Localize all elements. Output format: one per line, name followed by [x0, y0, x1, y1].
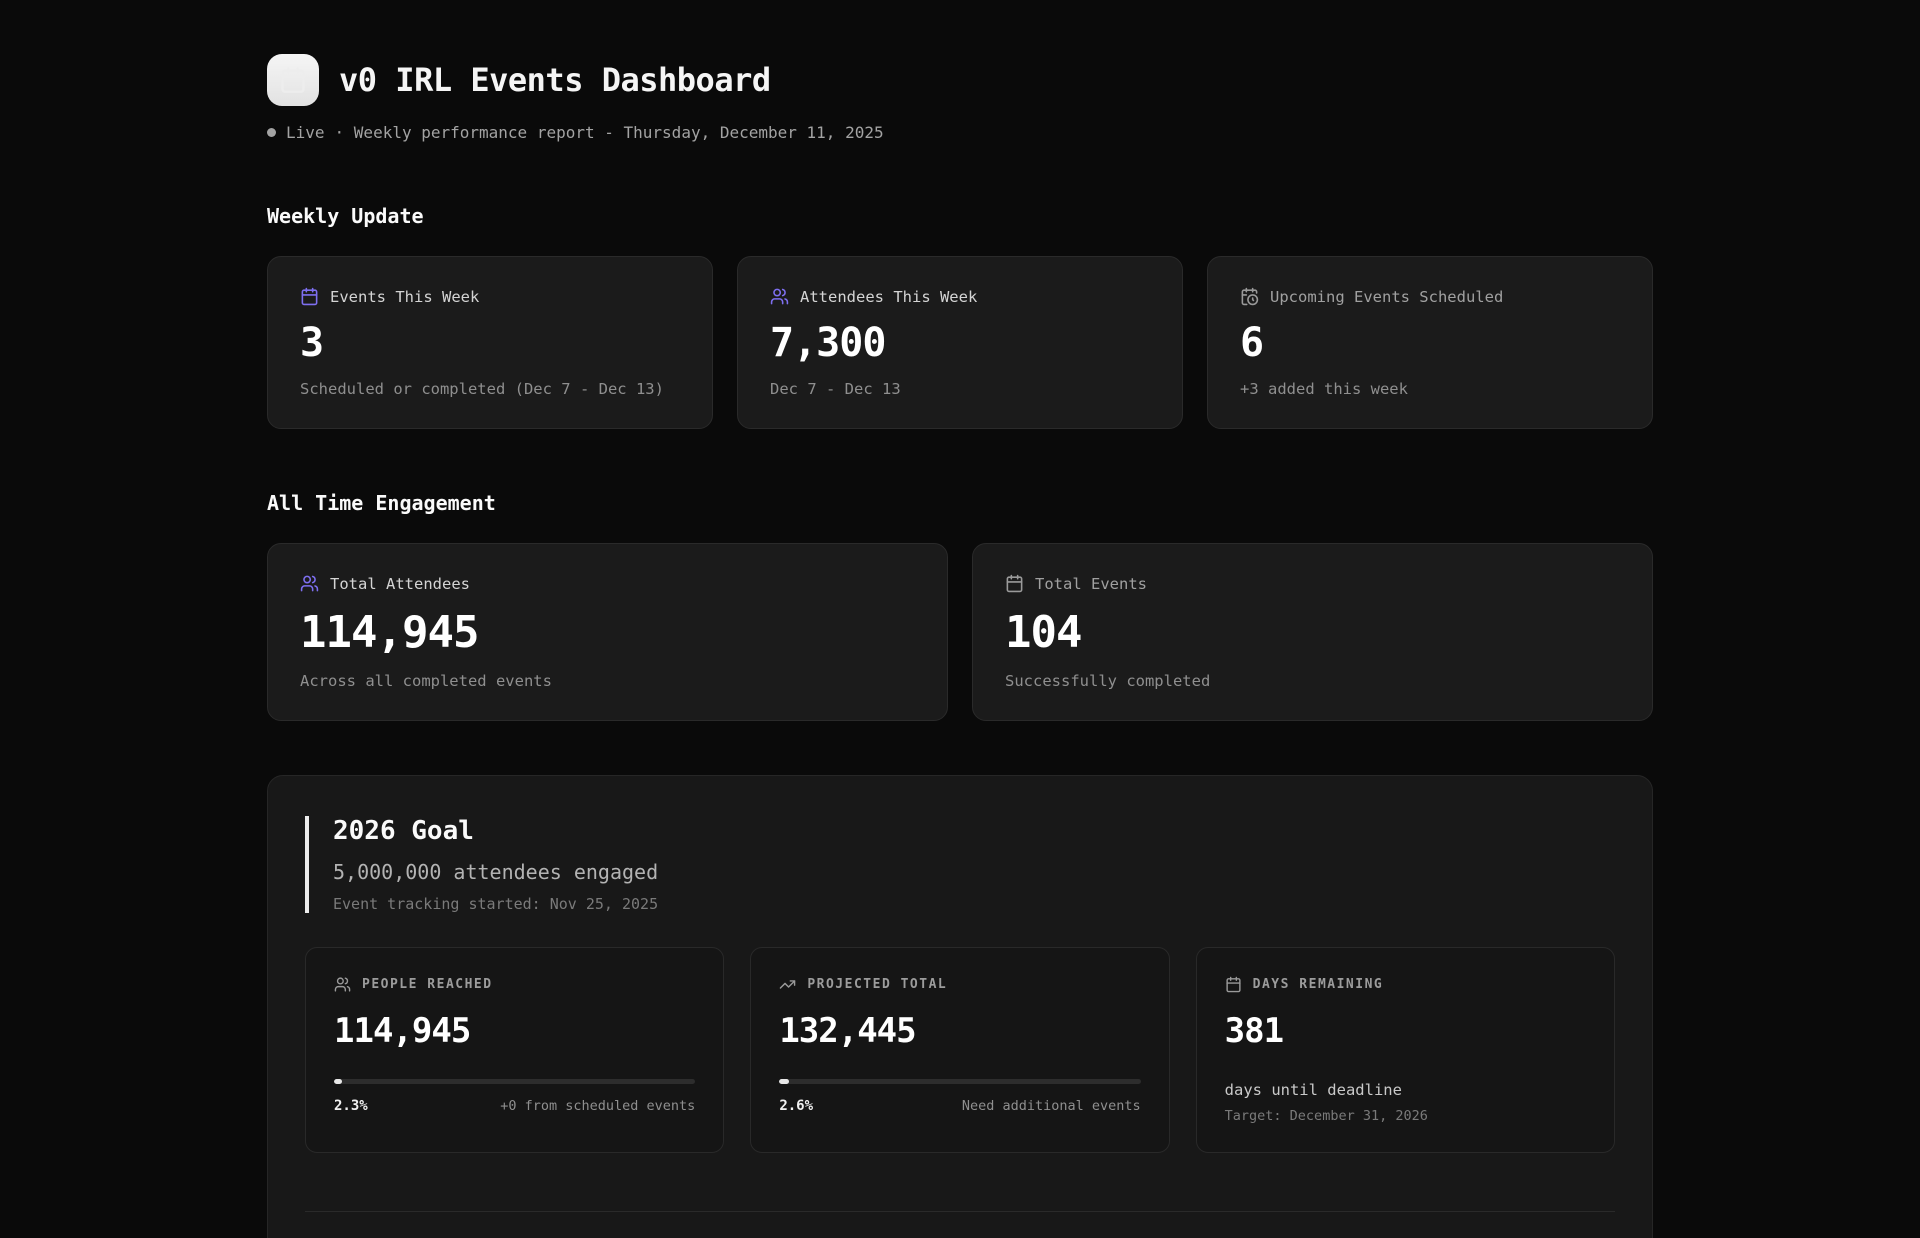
events-this-week-card: Events This Week 3 Scheduled or complete…	[267, 256, 713, 429]
card-value: 381	[1224, 1011, 1284, 1051]
goal-note: Event tracking started: Nov 25, 2025	[333, 895, 659, 913]
card-label: Upcoming Events Scheduled	[1270, 287, 1504, 306]
users-icon	[300, 575, 319, 592]
weekly-update-heading: Weekly Update	[267, 204, 424, 228]
status-bar: Live · Weekly performance report - Thurs…	[267, 123, 1653, 142]
goal-title: 2026 Goal	[333, 816, 474, 846]
status-text: · Weekly performance report - Thursday, …	[334, 123, 884, 142]
card-label: Attendees This Week	[800, 287, 978, 306]
calendar-icon	[1226, 976, 1241, 993]
page-title: v0 IRL Events Dashboard	[339, 61, 771, 99]
progress-percent: 2.3%	[334, 1098, 368, 1114]
total-events-card: Total Events 104 Successfully completed	[972, 543, 1653, 721]
card-value: 114,945	[334, 1011, 471, 1051]
calendar-icon	[281, 67, 305, 93]
card-label: Events This Week	[330, 287, 480, 306]
attendees-this-week-card: Attendees This Week 7,300 Dec 7 - Dec 13	[737, 256, 1183, 429]
card-value: 7,300	[770, 320, 886, 366]
trending-up-icon	[780, 980, 796, 989]
goal-cards: PEOPLE REACHED 114,945 2.3% +0 from sche…	[305, 947, 1615, 1153]
progress-note: Need additional events	[961, 1098, 1141, 1114]
live-label: Live	[286, 123, 325, 142]
card-label: DAYS REMAINING	[1252, 977, 1384, 992]
card-subtitle: Dec 7 - Dec 13	[770, 380, 901, 398]
target-date: Target: December 31, 2026	[1224, 1108, 1428, 1124]
days-remaining-card: DAYS REMAINING 381 days until deadline T…	[1195, 947, 1615, 1153]
card-label: PEOPLE REACHED	[362, 977, 493, 992]
deadline-text: days until deadline	[1224, 1081, 1402, 1099]
card-value: 114,945	[300, 607, 479, 658]
card-value: 6	[1240, 320, 1264, 366]
calendar-clock-icon	[1241, 287, 1259, 306]
progress-bar	[334, 1079, 696, 1084]
upcoming-events-card: Upcoming Events Scheduled 6 +3 added thi…	[1207, 256, 1653, 429]
total-attendees-card: Total Attendees 114,945 Across all compl…	[267, 543, 948, 721]
users-icon	[770, 288, 789, 305]
people-reached-card: PEOPLE REACHED 114,945 2.3% +0 from sche…	[305, 947, 725, 1153]
card-label: Total Events	[1035, 574, 1147, 593]
card-value: 104	[1005, 607, 1082, 658]
app-logo	[267, 54, 319, 106]
card-subtitle: +3 added this week	[1240, 380, 1408, 398]
all-time-heading: All Time Engagement	[267, 491, 496, 515]
card-value: 132,445	[779, 1011, 916, 1051]
projected-total-card: PROJECTED TOTAL 132,445 2.6% Need additi…	[750, 947, 1170, 1153]
progress-bar	[779, 1079, 1141, 1084]
all-time-cards: Total Attendees 114,945 Across all compl…	[267, 543, 1653, 721]
calendar-icon	[1006, 574, 1023, 593]
dashboard-page: v0 IRL Events Dashboard Live · Weekly pe…	[267, 0, 1653, 1238]
progress-fill	[334, 1079, 343, 1084]
card-subtitle: Across all completed events	[300, 672, 552, 690]
goal-panel: 2026 Goal 5,000,000 attendees engaged Ev…	[267, 775, 1653, 1238]
card-subtitle: Successfully completed	[1005, 672, 1211, 690]
calendar-icon	[301, 287, 318, 306]
weekly-cards: Events This Week 3 Scheduled or complete…	[267, 256, 1653, 429]
progress-fill	[779, 1079, 789, 1084]
live-dot-icon	[267, 128, 276, 137]
goal-subtitle: 5,000,000 attendees engaged	[333, 860, 659, 884]
progress-note: +0 from scheduled events	[500, 1098, 696, 1114]
progress-percent: 2.6%	[779, 1098, 814, 1114]
card-label: Total Attendees	[330, 574, 470, 593]
goal-header: 2026 Goal 5,000,000 attendees engaged Ev…	[305, 816, 1615, 913]
card-value: 3	[300, 320, 324, 366]
card-subtitle: Scheduled or completed (Dec 7 - Dec 13)	[300, 380, 664, 398]
card-label: PROJECTED TOTAL	[807, 977, 948, 992]
divider	[305, 1211, 1615, 1212]
page-header: v0 IRL Events Dashboard	[267, 54, 1653, 106]
users-icon	[334, 977, 351, 992]
